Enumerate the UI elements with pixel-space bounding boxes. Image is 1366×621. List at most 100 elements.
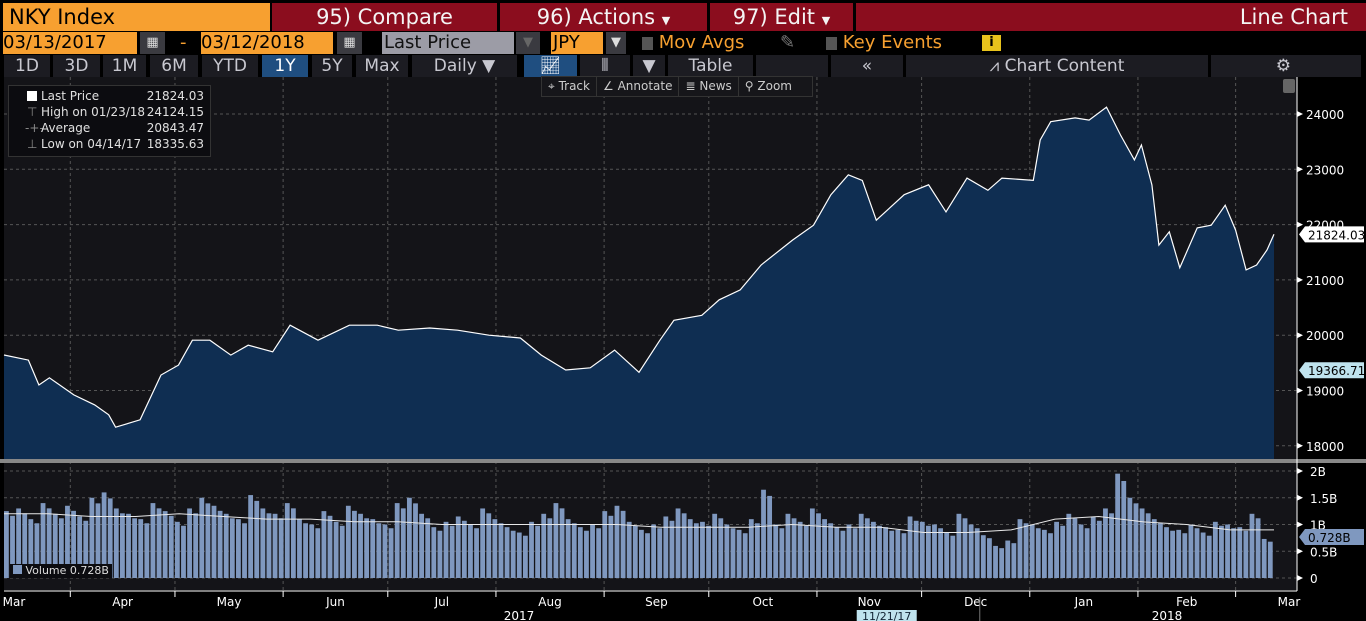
volume-bar bbox=[1023, 523, 1029, 578]
volume-bar bbox=[834, 527, 840, 578]
period-5y[interactable]: 5Y bbox=[312, 55, 352, 77]
volume-bar bbox=[120, 513, 125, 578]
volume-bar bbox=[1060, 525, 1066, 578]
checkbox[interactable] bbox=[826, 36, 837, 50]
key-events-toggle[interactable]: Key Events bbox=[826, 32, 966, 54]
edit-label: 97) Edit bbox=[732, 5, 816, 29]
period-1d[interactable]: 1D bbox=[4, 55, 50, 77]
volume-bar bbox=[651, 524, 657, 578]
volume-bar bbox=[584, 530, 589, 578]
swatch bbox=[13, 565, 22, 574]
volume-bar bbox=[132, 518, 138, 578]
volume-bar bbox=[1182, 533, 1188, 578]
volume-bar bbox=[889, 530, 895, 578]
last-volume-tag bbox=[1299, 529, 1364, 546]
last-price-tag bbox=[1299, 226, 1364, 243]
volume-bar bbox=[1170, 530, 1176, 578]
volume-bar bbox=[223, 513, 229, 578]
start-date-input[interactable]: 03/13/2017 bbox=[3, 32, 137, 54]
price-volume-chart[interactable]: 240002300022000210002000019000180002B1.5… bbox=[0, 77, 1366, 621]
volume-bar bbox=[52, 513, 58, 578]
volume-bar bbox=[559, 508, 565, 578]
calendar-icon[interactable]: ▦ bbox=[337, 32, 362, 54]
period-3d[interactable]: 3D bbox=[53, 55, 100, 77]
period-max[interactable]: Max bbox=[356, 55, 408, 77]
tick bbox=[1297, 276, 1303, 283]
table-button[interactable]: Table bbox=[668, 55, 753, 77]
volume-bar bbox=[89, 497, 95, 578]
scale-toggle-icon[interactable] bbox=[1283, 79, 1295, 93]
cursor-date-tag bbox=[856, 610, 917, 621]
volume-bar bbox=[1017, 519, 1023, 578]
line-chart-icon[interactable]: 📈︎ bbox=[524, 55, 577, 77]
volume-bar bbox=[364, 518, 370, 578]
volume-bar bbox=[248, 495, 254, 578]
volume-bar bbox=[260, 508, 266, 578]
gear-icon[interactable]: ⚙ bbox=[1211, 55, 1361, 77]
frequency-select[interactable]: Daily ▼ bbox=[412, 55, 517, 77]
end-date-input[interactable]: 03/12/2018 bbox=[201, 32, 333, 54]
chevron-down-icon[interactable]: ▼ bbox=[606, 32, 626, 54]
last-volume-tag-label: 0.728B bbox=[1308, 531, 1351, 545]
volume-bar bbox=[901, 533, 907, 578]
field-select[interactable]: Last Price bbox=[382, 32, 514, 54]
volume-tick-label: 1.5B bbox=[1310, 492, 1337, 506]
volume-bar bbox=[40, 503, 46, 578]
period-ytd[interactable]: YTD bbox=[202, 55, 258, 77]
volume-bar bbox=[681, 513, 687, 578]
currency-select[interactable]: JPY bbox=[551, 32, 603, 54]
y-tick-label: 21000 bbox=[1306, 274, 1344, 288]
legend: Last Price 21824.03 ⊤ High on 01/23/18 2412… bbox=[8, 85, 211, 157]
chevron-down-icon[interactable]: ▼ bbox=[633, 55, 665, 77]
marker-price-tag-label: 19366.71 bbox=[1308, 364, 1365, 378]
volume-bar bbox=[822, 519, 827, 578]
volume-bar bbox=[504, 527, 510, 578]
annotate-tool[interactable]: ∠ Annotate bbox=[597, 77, 680, 96]
volume-bar bbox=[1084, 528, 1090, 578]
volume-bar bbox=[1151, 519, 1157, 578]
panel-divider[interactable] bbox=[0, 459, 1366, 463]
track-tool[interactable]: ⌖ Track bbox=[542, 77, 597, 96]
news-tool[interactable]: ≣ News bbox=[679, 77, 739, 96]
cursor-date-label: 11/21/17 bbox=[862, 610, 911, 621]
period-6m[interactable]: 6M bbox=[150, 55, 198, 77]
checkbox[interactable] bbox=[642, 36, 653, 50]
chevron-down-icon: ▼ bbox=[821, 14, 831, 27]
chevron-down-icon: ▼ bbox=[661, 14, 671, 27]
calendar-icon[interactable]: ▦ bbox=[140, 32, 165, 54]
actions-menu[interactable]: 96) Actions ▼ bbox=[500, 3, 707, 31]
collapse-button[interactable]: « bbox=[831, 55, 903, 77]
volume-bar bbox=[742, 533, 748, 578]
volume-bar bbox=[620, 510, 626, 578]
y-tick-label: 20000 bbox=[1306, 329, 1344, 343]
volume-bar bbox=[400, 508, 406, 578]
volume-bar bbox=[1188, 524, 1194, 578]
volume-bar bbox=[1103, 508, 1108, 578]
volume-bar bbox=[761, 489, 766, 578]
period-1y[interactable]: 1Y bbox=[262, 55, 308, 77]
volume-bar bbox=[352, 510, 357, 578]
chevron-down-icon[interactable]: ▼ bbox=[516, 32, 540, 54]
volume-bar bbox=[4, 511, 9, 578]
zoom-tool[interactable]: ⚲ Zoom bbox=[744, 79, 792, 93]
volume-bar bbox=[449, 525, 455, 578]
pencil-icon[interactable]: ✎ bbox=[780, 32, 796, 53]
volume-bar bbox=[571, 523, 577, 578]
period-1m[interactable]: 1M bbox=[103, 55, 146, 77]
mov-avgs-toggle[interactable]: Mov Avgs bbox=[642, 32, 772, 54]
volume-bar bbox=[663, 516, 669, 578]
edit-menu[interactable]: 97) Edit ▼ bbox=[710, 3, 853, 31]
volume-bar bbox=[1194, 528, 1200, 578]
chart-content-button[interactable]: ⩘ Chart Content bbox=[906, 55, 1208, 77]
compare-button[interactable]: 95) Compare bbox=[272, 3, 497, 31]
volume-bar bbox=[1041, 529, 1047, 578]
volume-bar bbox=[895, 529, 901, 578]
volume-bar bbox=[345, 505, 351, 578]
volume-bar bbox=[773, 524, 779, 578]
info-icon[interactable]: i bbox=[982, 35, 1001, 51]
year-label: 2018 bbox=[1152, 609, 1183, 621]
candlestick-icon[interactable]: ⫴ bbox=[580, 55, 630, 77]
security-field[interactable]: NKY Index bbox=[3, 3, 270, 31]
volume-bar bbox=[181, 525, 186, 578]
volume-bar bbox=[388, 528, 394, 578]
